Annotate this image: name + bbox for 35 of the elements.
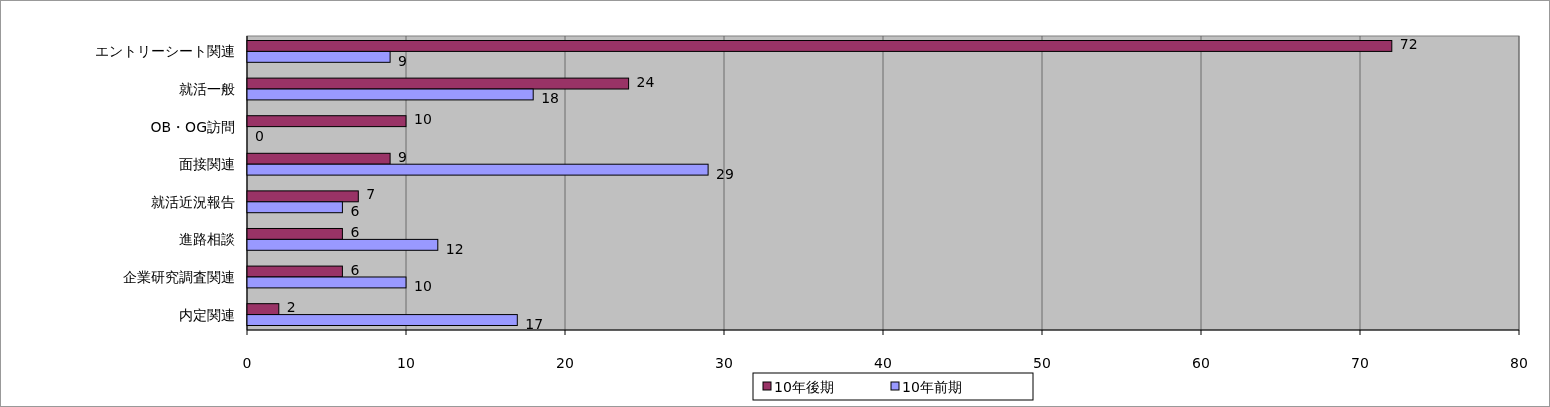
data-label: 9	[398, 148, 408, 165]
data-label: 9	[398, 52, 408, 69]
x-tick-label: 80	[1510, 355, 1528, 371]
x-tick-label: 20	[556, 355, 574, 371]
x-tick-label: 10	[397, 355, 415, 371]
data-label: 6	[350, 203, 360, 220]
y-tick-label: OB・OG訪問	[150, 118, 235, 135]
y-tick-label: 就活一般	[179, 81, 235, 98]
y-tick-label: エントリーシート関連	[95, 43, 235, 60]
y-tick-label: 面接関連	[179, 156, 235, 173]
x-tick-label: 70	[1351, 355, 1369, 371]
data-label: 17	[525, 316, 544, 333]
data-label: 6	[350, 223, 360, 240]
x-tick-label: 50	[1033, 355, 1051, 371]
x-tick-label: 40	[874, 355, 892, 371]
data-label: 6	[350, 261, 360, 278]
data-label: 72	[1399, 35, 1418, 52]
data-label: 24	[636, 73, 655, 90]
data-label: 7	[366, 186, 376, 203]
y-tick-label: 内定関連	[179, 306, 235, 323]
data-label: 2	[286, 299, 296, 316]
data-label: 0	[255, 128, 264, 145]
legend-label: 10年後期	[774, 379, 834, 395]
y-tick-label: 進路相談	[179, 231, 235, 248]
data-label: 12	[445, 240, 464, 257]
legend-label: 10年前期	[902, 379, 962, 395]
x-tick-label: 30	[715, 355, 733, 371]
data-label: 29	[716, 165, 734, 182]
y-tick-label: 企業研究調査関連	[123, 268, 235, 285]
data-label: 10	[414, 111, 432, 128]
x-tick-label: 0	[242, 355, 252, 371]
y-tick-label: 就活近況報告	[151, 193, 235, 210]
x-tick-label: 60	[1192, 355, 1210, 371]
data-label: 10	[414, 278, 432, 295]
data-label: 18	[541, 90, 560, 107]
